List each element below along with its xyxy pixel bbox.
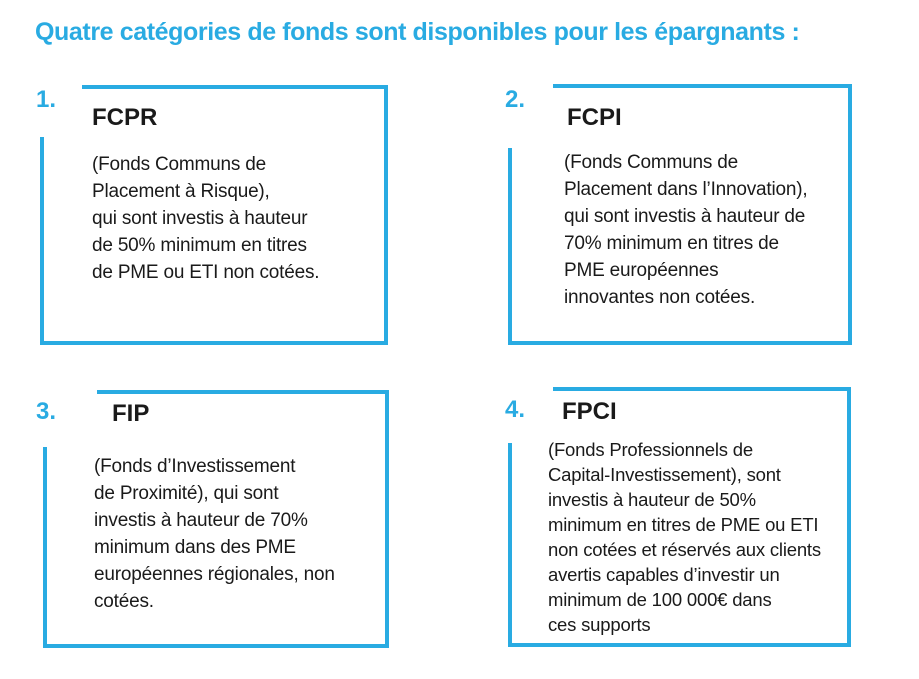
card-body: (Fonds Communs de Placement à Risque), q… [92,154,320,283]
frame-top-bar [553,387,851,391]
card-number: 4. [505,396,526,423]
card-title: FCPR [92,104,158,131]
card-body: (Fonds Communs de Placement dans l’Innov… [564,152,808,308]
frame-right-bar [848,84,852,345]
frame-top-bar [553,84,852,88]
card-title: FIP [112,400,150,427]
card-body: (Fonds d’Investissement de Proximité), q… [94,456,335,612]
frame-top-bar [97,390,389,394]
frame-bottom-bar [40,341,388,345]
frame-bottom-bar [508,643,851,647]
card-body: (Fonds Professionnels de Capital-Investi… [548,439,821,635]
card-number: 1. [36,86,57,113]
frame-right-bar [384,85,388,345]
frame-left-bar [43,447,47,648]
frame-bottom-bar [43,644,389,648]
card-number: 3. [36,398,57,425]
frame-right-bar [385,390,389,648]
frame-bottom-bar [508,341,852,345]
frame-top-bar [82,85,388,89]
frame-right-bar [847,387,851,647]
frame-left-bar [508,443,512,647]
frame-left-bar [508,148,512,345]
frame-left-bar [40,137,44,345]
page-title: Quatre catégories de fonds sont disponib… [35,18,800,46]
card-title: FCPI [567,104,622,131]
card-title: FPCI [562,398,617,425]
card-number: 2. [505,86,526,113]
